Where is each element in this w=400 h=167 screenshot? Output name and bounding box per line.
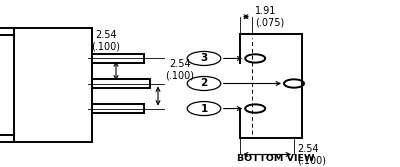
Text: 1: 1: [200, 104, 208, 114]
Text: 2.54
(.100): 2.54 (.100): [166, 59, 194, 80]
Text: 2: 2: [200, 78, 208, 89]
Text: 3: 3: [200, 53, 208, 63]
Text: BOTTOM VIEW: BOTTOM VIEW: [237, 154, 315, 163]
Text: 1.91
(.075): 1.91 (.075): [255, 6, 284, 28]
Text: 2.54
(.100): 2.54 (.100): [92, 30, 120, 52]
Text: 2.54
(.100): 2.54 (.100): [297, 144, 326, 165]
